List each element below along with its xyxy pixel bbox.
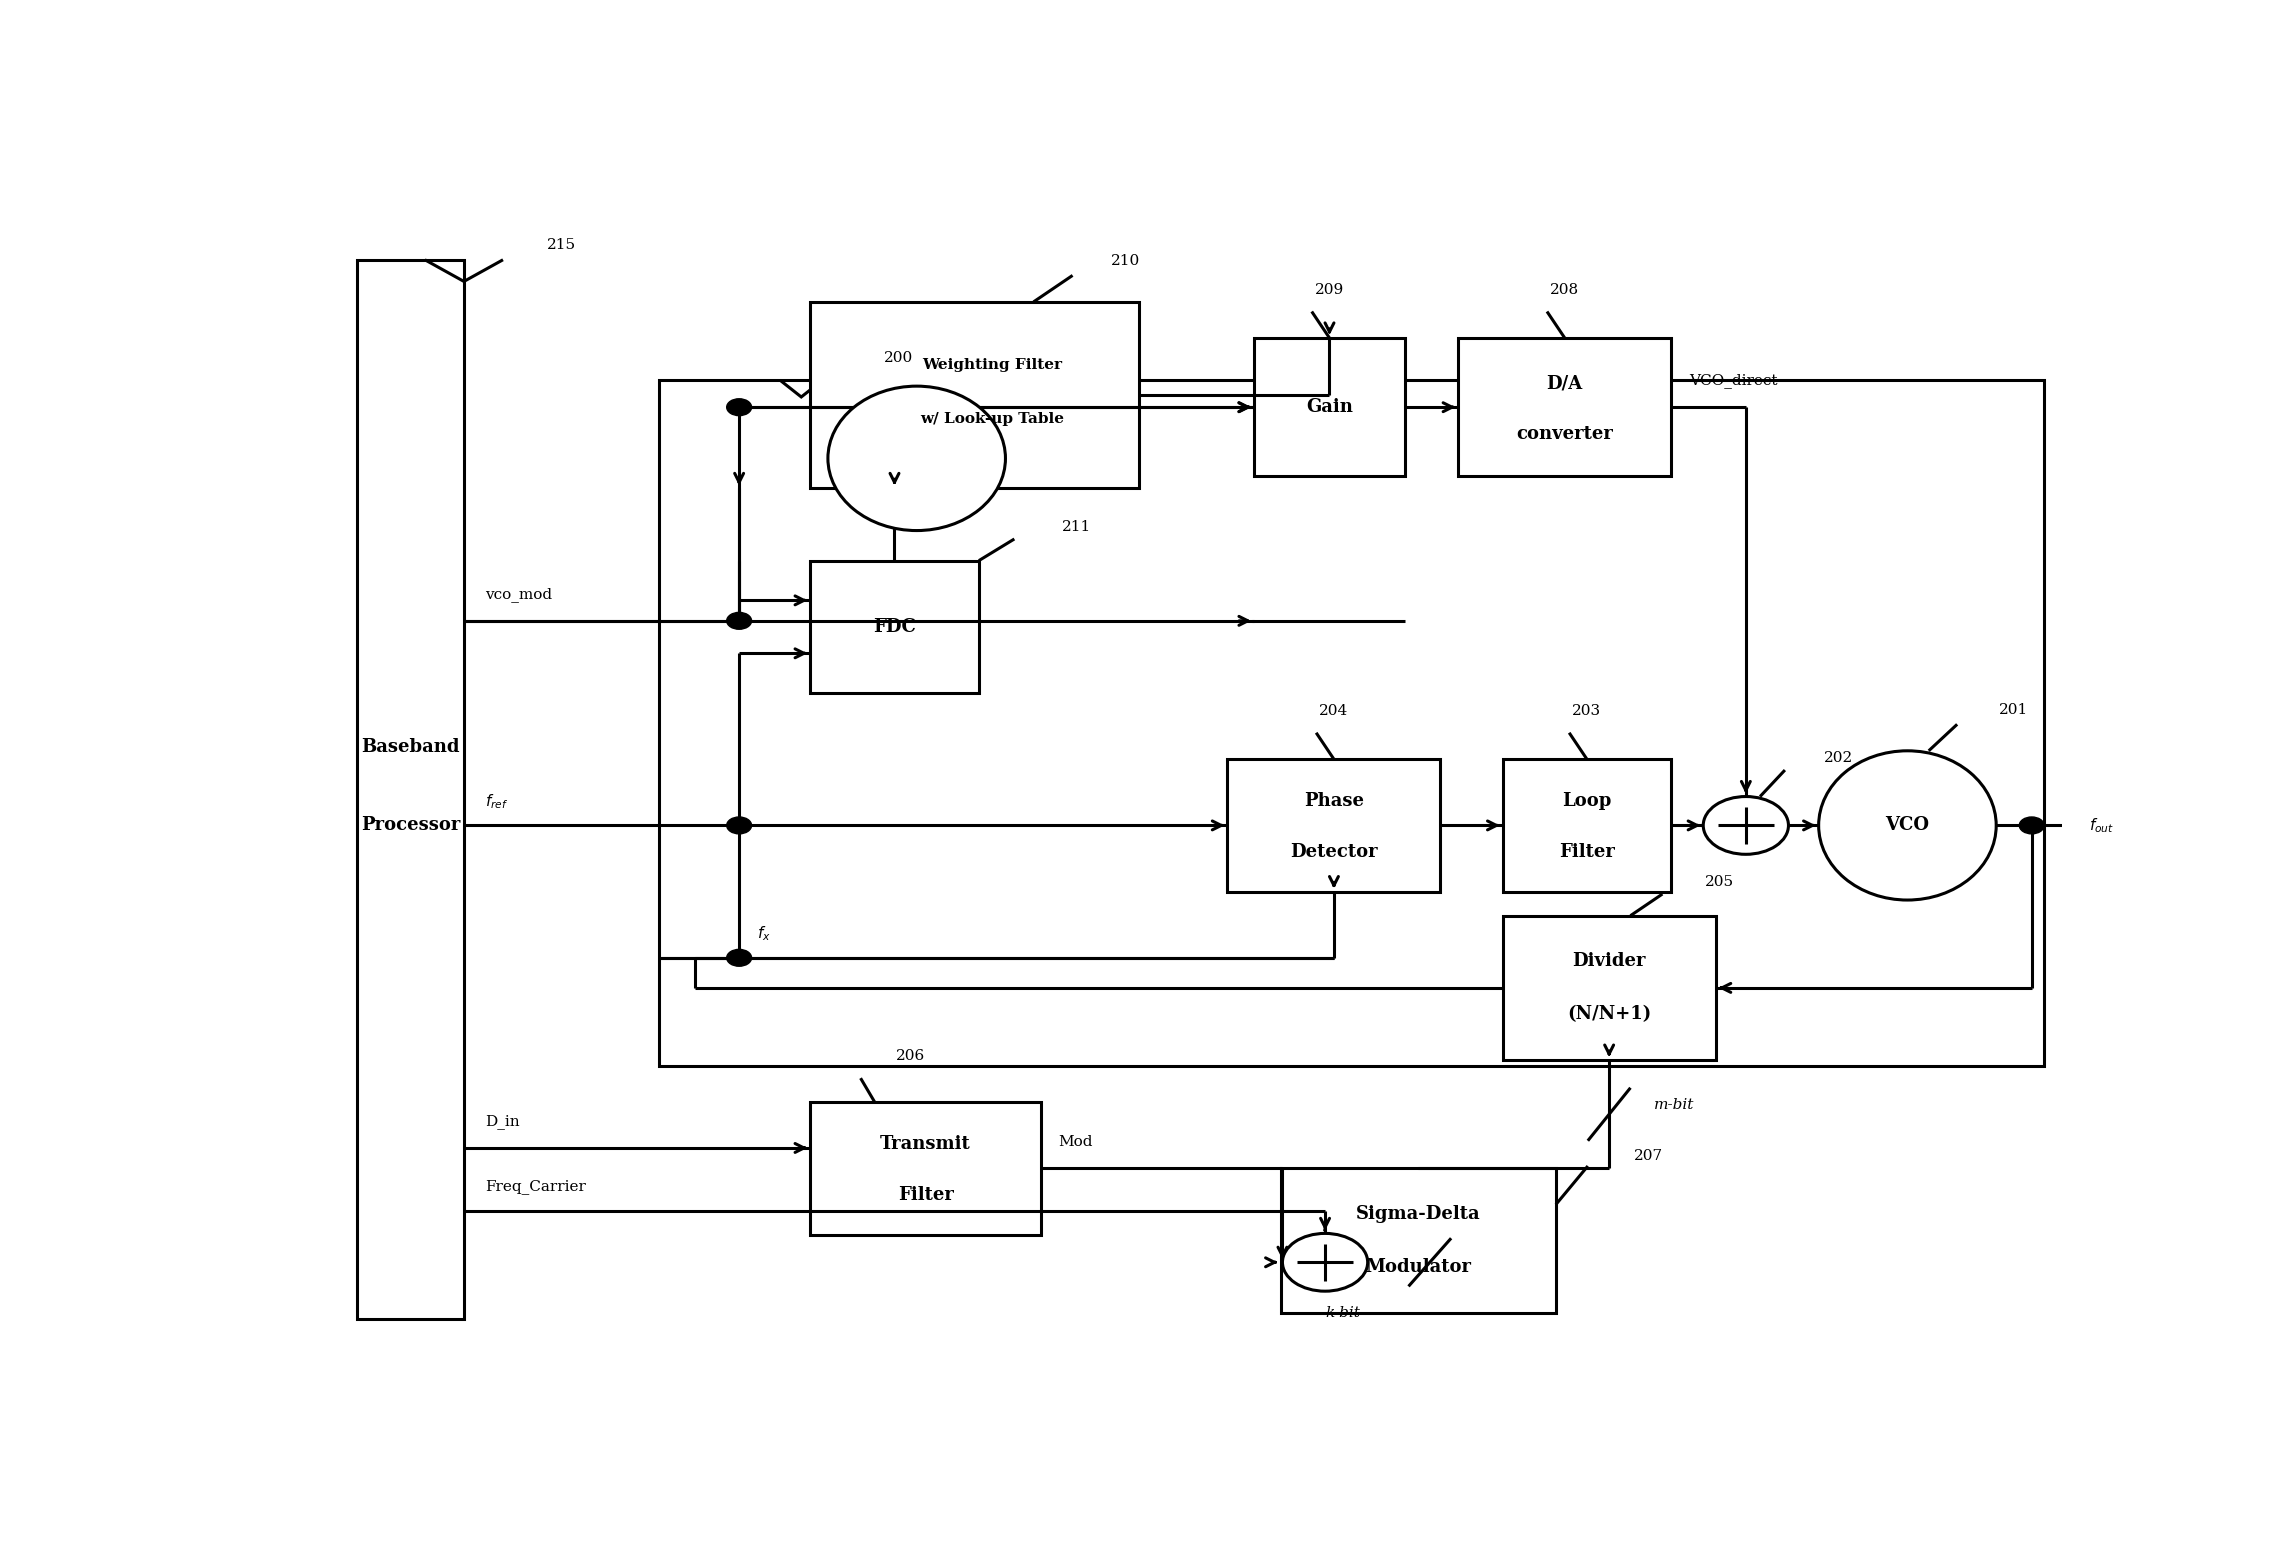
Bar bbox=[811, 302, 1139, 488]
Text: FDC: FDC bbox=[873, 617, 916, 636]
Ellipse shape bbox=[827, 386, 1006, 530]
Text: 202: 202 bbox=[1824, 752, 1853, 764]
Circle shape bbox=[726, 949, 751, 966]
Text: m-bit: m-bit bbox=[1654, 1097, 1693, 1111]
Text: Processor: Processor bbox=[362, 816, 460, 835]
Bar bbox=[811, 561, 978, 692]
Text: Filter: Filter bbox=[898, 1186, 953, 1204]
Text: 211: 211 bbox=[1061, 520, 1091, 535]
Text: Sigma-Delta: Sigma-Delta bbox=[1356, 1205, 1480, 1224]
Text: D_in: D_in bbox=[486, 1114, 520, 1128]
Circle shape bbox=[2018, 817, 2044, 833]
Text: Gain: Gain bbox=[1306, 399, 1354, 416]
Bar bbox=[1503, 760, 1670, 891]
Text: $f_{out}$: $f_{out}$ bbox=[2089, 816, 2115, 835]
Text: 208: 208 bbox=[1551, 283, 1578, 297]
Text: VCO_direct: VCO_direct bbox=[1688, 374, 1778, 388]
Text: 206: 206 bbox=[896, 1049, 926, 1063]
Circle shape bbox=[726, 399, 751, 416]
Text: (N/N+1): (N/N+1) bbox=[1567, 1005, 1652, 1024]
Text: 215: 215 bbox=[548, 238, 575, 252]
Text: Baseband: Baseband bbox=[362, 738, 460, 756]
Text: Weighting Filter: Weighting Filter bbox=[923, 358, 1063, 372]
Text: converter: converter bbox=[1517, 425, 1613, 442]
Text: Detector: Detector bbox=[1290, 842, 1377, 861]
Bar bbox=[811, 1102, 1040, 1235]
Text: Filter: Filter bbox=[1558, 842, 1615, 861]
Text: Freq_Carrier: Freq_Carrier bbox=[486, 1179, 586, 1194]
Bar bbox=[1281, 1169, 1556, 1313]
Circle shape bbox=[726, 817, 751, 833]
Text: Modulator: Modulator bbox=[1365, 1258, 1471, 1275]
Text: 201: 201 bbox=[2000, 703, 2028, 717]
Bar bbox=[660, 380, 2044, 1066]
Text: Transmit: Transmit bbox=[880, 1135, 971, 1153]
Text: 205: 205 bbox=[1705, 875, 1734, 889]
Text: 207: 207 bbox=[1633, 1149, 1663, 1163]
Circle shape bbox=[1283, 1233, 1368, 1291]
Text: $f_x$: $f_x$ bbox=[756, 924, 770, 942]
Bar bbox=[1253, 338, 1404, 477]
Text: 204: 204 bbox=[1320, 703, 1349, 717]
Ellipse shape bbox=[1819, 750, 1995, 900]
Text: k-bit: k-bit bbox=[1326, 1305, 1361, 1319]
Text: 210: 210 bbox=[1111, 253, 1141, 267]
Text: 203: 203 bbox=[1572, 703, 1601, 717]
Text: VCO: VCO bbox=[1885, 816, 1929, 835]
Text: w/ Look-up Table: w/ Look-up Table bbox=[921, 413, 1063, 427]
Bar bbox=[357, 259, 463, 1319]
Text: vco_mod: vco_mod bbox=[486, 588, 552, 602]
Text: Loop: Loop bbox=[1562, 792, 1611, 810]
Bar bbox=[1503, 916, 1716, 1060]
Bar bbox=[1228, 760, 1441, 891]
Text: 200: 200 bbox=[884, 352, 914, 366]
Circle shape bbox=[726, 613, 751, 630]
Text: Phase: Phase bbox=[1304, 792, 1363, 810]
Text: Mod: Mod bbox=[1058, 1135, 1093, 1149]
Circle shape bbox=[1702, 797, 1789, 855]
Text: 209: 209 bbox=[1315, 283, 1345, 297]
Bar bbox=[1459, 338, 1672, 477]
Text: $f_{ref}$: $f_{ref}$ bbox=[486, 792, 509, 811]
Text: D/A: D/A bbox=[1546, 374, 1583, 392]
Text: Divider: Divider bbox=[1572, 952, 1645, 971]
